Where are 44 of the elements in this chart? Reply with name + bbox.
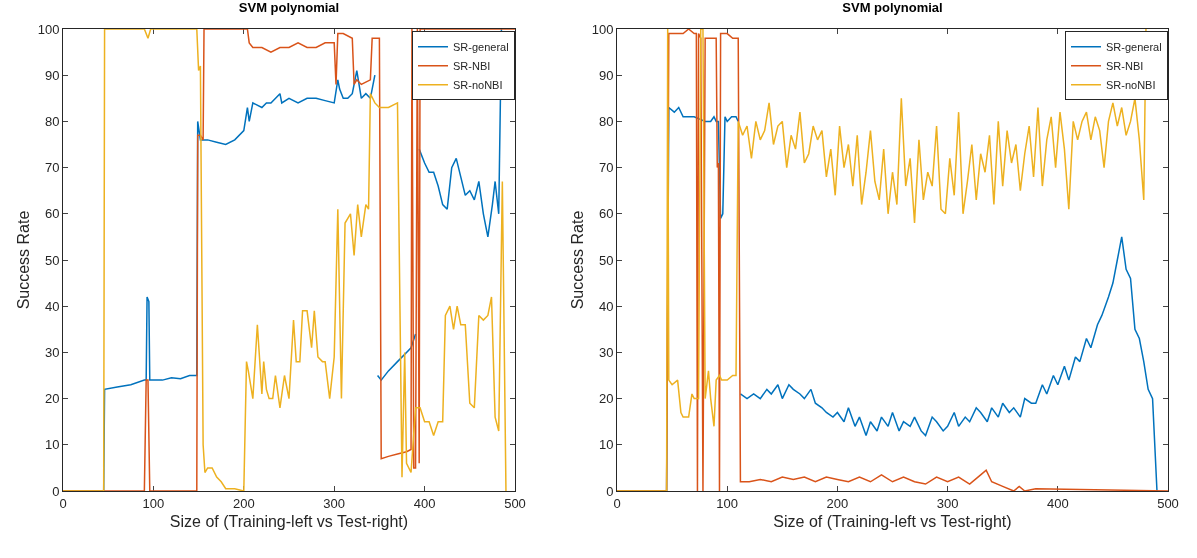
legend-label: SR-NBI bbox=[453, 60, 491, 73]
x-tick-label: 400 bbox=[413, 495, 436, 511]
y-tick-label: 90 bbox=[44, 67, 60, 83]
y-tick-label: 50 bbox=[598, 252, 614, 268]
x-tick-label: 500 bbox=[504, 495, 526, 511]
x-tick-label: 300 bbox=[323, 495, 346, 511]
y-tick-label: 20 bbox=[44, 391, 60, 407]
y-tick-label: 40 bbox=[44, 298, 60, 314]
y-tick-label: 0 bbox=[606, 483, 614, 499]
y-tick-label: 30 bbox=[598, 344, 614, 360]
x-tick-label: 400 bbox=[1046, 495, 1069, 511]
x-tick-label: 500 bbox=[1157, 495, 1179, 511]
y-tick-label: 10 bbox=[44, 437, 60, 453]
y-tick-label: 90 bbox=[598, 67, 614, 83]
y-tick-label: 20 bbox=[598, 391, 614, 407]
y-tick-label: 0 bbox=[52, 483, 60, 499]
legend-label: SR-general bbox=[453, 41, 509, 54]
y-axis-title: Success Rate bbox=[568, 210, 586, 310]
x-tick-label: 100 bbox=[142, 495, 165, 511]
y-tick-label: 60 bbox=[598, 206, 614, 222]
y-tick-label: 70 bbox=[44, 160, 60, 176]
legend-label: SR-noNBI bbox=[453, 79, 503, 92]
y-tick-label: 10 bbox=[598, 437, 614, 453]
legend-label: SR-noNBI bbox=[1106, 79, 1156, 92]
x-axis-title: Size of (Training-left vs Test-right) bbox=[169, 513, 409, 531]
y-tick-label: 30 bbox=[44, 344, 60, 360]
x-axis-title: Size of (Training-left vs Test-right) bbox=[773, 513, 1012, 531]
y-tick-label: 40 bbox=[598, 298, 614, 314]
chart-title: SVM polynomial bbox=[842, 0, 943, 16]
x-tick-label: 200 bbox=[232, 495, 255, 511]
y-tick-label: 60 bbox=[44, 206, 60, 222]
chart-title: SVM polynomial bbox=[238, 0, 340, 16]
y-tick-label: 50 bbox=[44, 252, 60, 268]
y-tick-label: 100 bbox=[37, 21, 60, 37]
y-tick-label: 80 bbox=[44, 113, 60, 129]
y-axis-title: Success Rate bbox=[14, 210, 32, 310]
x-tick-label: 100 bbox=[716, 495, 739, 511]
x-tick-label: 300 bbox=[936, 495, 959, 511]
x-tick-label: 200 bbox=[826, 495, 849, 511]
y-tick-label: 100 bbox=[591, 21, 614, 37]
legend-label: SR-general bbox=[1106, 41, 1162, 54]
y-tick-label: 80 bbox=[598, 113, 614, 129]
legend-label: SR-NBI bbox=[1106, 60, 1144, 73]
y-tick-label: 70 bbox=[598, 160, 614, 176]
